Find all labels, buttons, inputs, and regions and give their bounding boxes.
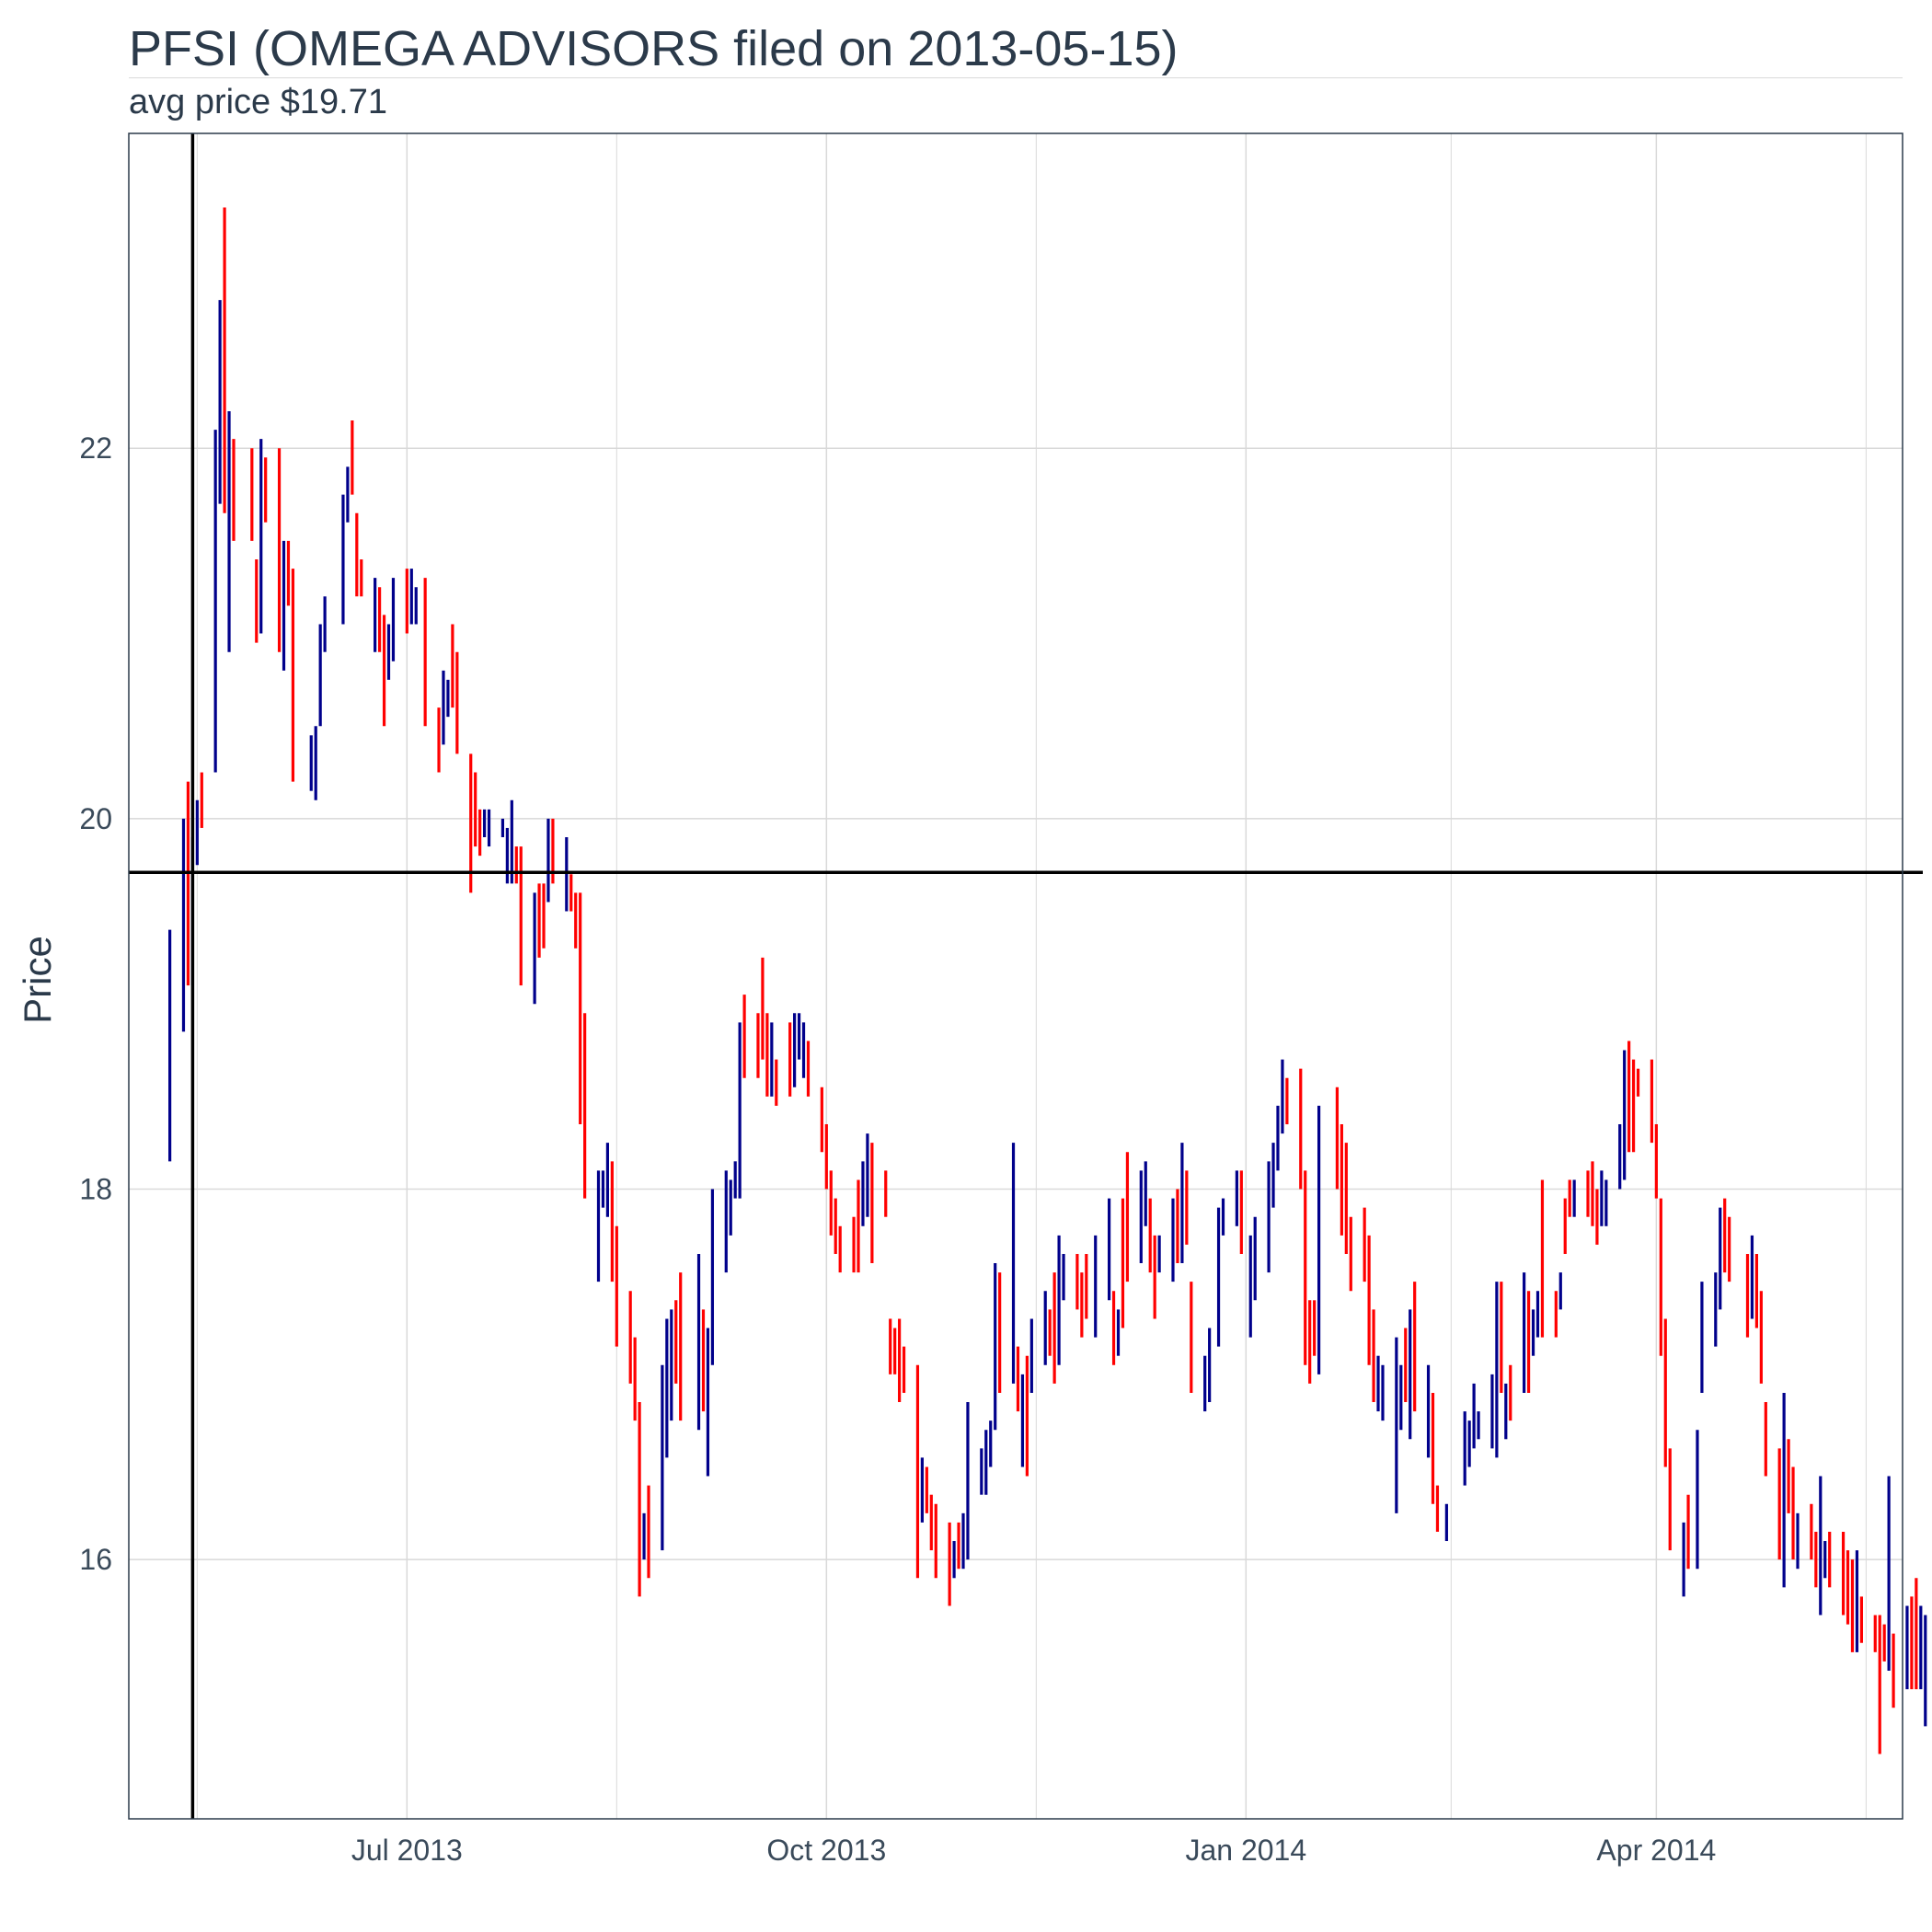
y-tick-label: 16	[79, 1543, 112, 1576]
chart-subtitle: avg price $19.71	[129, 83, 387, 121]
x-axis-ticks: Jul 2013 Oct 2013 Jan 2014 Apr 2014	[351, 1834, 1716, 1867]
chart-title: PFSI (OMEGA ADVISORS filed on 2013-05-15…	[129, 21, 1179, 76]
x-tick-label: Apr 2014	[1596, 1834, 1716, 1867]
plot-border	[128, 132, 1903, 1820]
y-tick-label: 18	[79, 1173, 112, 1206]
x-tick-label: Jan 2014	[1185, 1834, 1306, 1867]
x-tick-label: Oct 2013	[766, 1834, 886, 1867]
reference-lines	[129, 133, 1923, 1819]
grid-layer	[129, 77, 1903, 1819]
price-bars	[168, 207, 1927, 1754]
x-tick-label: Jul 2013	[351, 1834, 463, 1867]
y-tick-label: 22	[79, 431, 112, 465]
y-tick-label: 20	[79, 802, 112, 835]
y-axis-title: Price	[16, 936, 59, 1024]
y-axis-ticks: 16 18 20 22	[79, 431, 112, 1576]
